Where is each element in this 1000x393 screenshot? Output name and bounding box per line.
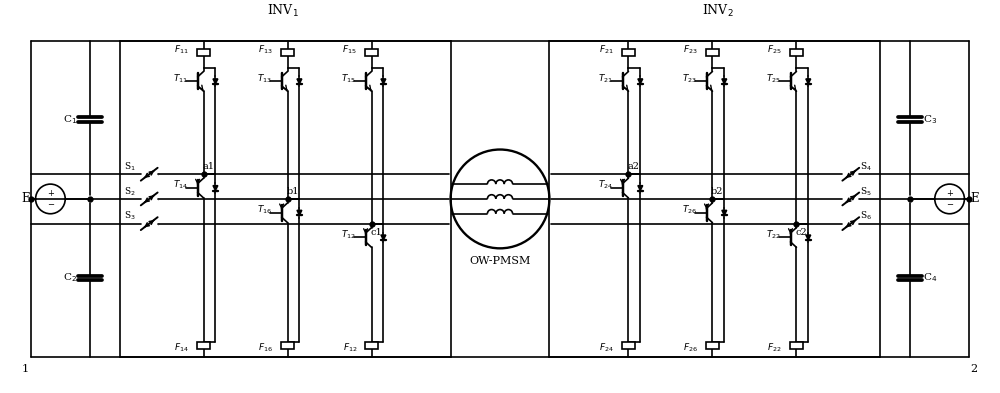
Text: OW-PMSM: OW-PMSM (469, 256, 531, 266)
Text: S$_5$: S$_5$ (860, 185, 871, 198)
Text: c2: c2 (796, 228, 807, 237)
Polygon shape (638, 79, 643, 84)
Bar (197, 342, 210, 349)
Text: $F_{23}$: $F_{23}$ (683, 44, 698, 57)
Text: $F_{14}$: $F_{14}$ (174, 342, 189, 354)
Text: a2: a2 (627, 162, 639, 171)
Bar (281, 342, 294, 349)
Text: $T_{15}$: $T_{15}$ (341, 72, 356, 84)
Text: $T_{26}$: $T_{26}$ (682, 204, 697, 216)
Polygon shape (806, 235, 811, 240)
Text: S$_1$: S$_1$ (124, 161, 135, 173)
Bar (197, 49, 210, 56)
Bar (622, 342, 635, 349)
Polygon shape (213, 185, 218, 191)
Polygon shape (638, 185, 643, 191)
Polygon shape (806, 79, 811, 84)
Text: b1: b1 (286, 187, 299, 196)
Text: C$_4$: C$_4$ (923, 272, 937, 285)
Text: INV$_2$: INV$_2$ (702, 3, 733, 19)
Text: $T_{13}$: $T_{13}$ (257, 72, 272, 84)
Text: $T_{16}$: $T_{16}$ (257, 204, 272, 216)
Bar (365, 49, 378, 56)
Bar (706, 49, 719, 56)
Text: b2: b2 (711, 187, 724, 196)
Text: $T_{22}$: $T_{22}$ (766, 228, 781, 241)
Polygon shape (213, 79, 218, 84)
Text: −: − (946, 200, 953, 209)
Text: −: − (47, 200, 54, 209)
Bar (622, 49, 635, 56)
Text: C$_3$: C$_3$ (923, 114, 937, 126)
Bar (790, 49, 803, 56)
Text: 1: 1 (22, 364, 29, 374)
Text: $T_{25}$: $T_{25}$ (766, 72, 781, 84)
Polygon shape (297, 79, 302, 84)
Text: $F_{22}$: $F_{22}$ (767, 342, 782, 354)
Text: $T_{23}$: $T_{23}$ (682, 72, 697, 84)
Text: +: + (47, 189, 54, 198)
Text: $F_{26}$: $F_{26}$ (683, 342, 698, 354)
Text: S$_6$: S$_6$ (860, 210, 872, 222)
Bar (706, 342, 719, 349)
Text: C$_1$: C$_1$ (63, 114, 77, 126)
Text: INV$_1$: INV$_1$ (267, 3, 298, 19)
Text: C$_2$: C$_2$ (63, 272, 77, 285)
Text: $F_{15}$: $F_{15}$ (342, 44, 357, 57)
Polygon shape (381, 235, 386, 240)
Text: $F_{13}$: $F_{13}$ (258, 44, 273, 57)
Text: $F_{21}$: $F_{21}$ (599, 44, 614, 57)
Text: S$_3$: S$_3$ (124, 210, 135, 222)
Bar (790, 342, 803, 349)
Text: +: + (946, 189, 953, 198)
Text: S$_4$: S$_4$ (860, 161, 872, 173)
Text: a1: a1 (203, 162, 215, 171)
Polygon shape (381, 79, 386, 84)
Polygon shape (297, 210, 302, 215)
Polygon shape (722, 79, 727, 84)
Text: $T_{21}$: $T_{21}$ (598, 72, 613, 84)
Bar (365, 342, 378, 349)
Text: c1: c1 (371, 228, 382, 237)
Text: $T_{24}$: $T_{24}$ (598, 179, 613, 191)
Text: $T_{12}$: $T_{12}$ (341, 228, 356, 241)
Text: $T_{11}$: $T_{11}$ (173, 72, 188, 84)
Text: $F_{16}$: $F_{16}$ (258, 342, 273, 354)
Text: $T_{14}$: $T_{14}$ (173, 179, 188, 191)
Text: E: E (970, 193, 979, 206)
Text: $F_{25}$: $F_{25}$ (767, 44, 782, 57)
Polygon shape (722, 210, 727, 215)
Text: 2: 2 (971, 364, 978, 374)
Text: $F_{11}$: $F_{11}$ (174, 44, 189, 57)
Bar (281, 49, 294, 56)
Text: $F_{24}$: $F_{24}$ (599, 342, 614, 354)
Text: $F_{12}$: $F_{12}$ (343, 342, 357, 354)
Text: E: E (21, 193, 30, 206)
Text: S$_2$: S$_2$ (124, 185, 135, 198)
